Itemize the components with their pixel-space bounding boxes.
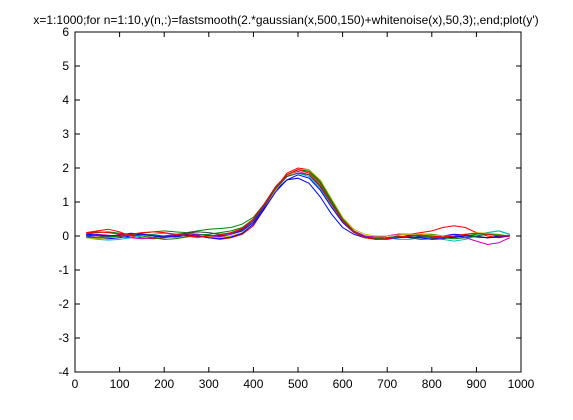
y-tick-label: 3	[62, 127, 69, 141]
x-tick-label: 800	[422, 377, 442, 391]
y-tick-label: 4	[62, 93, 69, 107]
x-tick-label: 300	[199, 377, 219, 391]
x-tick-label: 0	[72, 377, 79, 391]
axis-ticks: 0 100 200 300 400 500 600 700 800 900 1000 -4 -3 -2 -1…	[58, 25, 534, 391]
series-line-10	[86, 169, 510, 240]
x-tick-label: 1000	[508, 377, 535, 391]
axes-box	[74, 31, 522, 373]
x-tick-label: 900	[466, 377, 486, 391]
y-tick-label: 2	[62, 161, 69, 175]
x-tick-label: 100	[110, 377, 130, 391]
x-tick-label: 400	[243, 377, 263, 391]
y-tick-label: -2	[58, 297, 69, 311]
y-tick-label: -4	[58, 365, 69, 379]
y-tick-label: 1	[62, 195, 69, 209]
y-tick-label: -1	[58, 263, 69, 277]
x-tick-label: 500	[288, 377, 308, 391]
y-tick-label: 6	[62, 25, 69, 39]
x-tick-label: 200	[154, 377, 174, 391]
y-tick-label: 0	[62, 229, 69, 243]
series-line-8	[86, 174, 510, 240]
y-tick-label: -3	[58, 331, 69, 345]
x-tick-label: 600	[333, 377, 353, 391]
chart-title: x=1:1000;for n=1:10,y(n,:)=fastsmooth(2.…	[33, 13, 538, 27]
x-tick-label: 700	[377, 377, 397, 391]
plot-area	[86, 167, 511, 246]
y-tick-label: 5	[62, 59, 69, 73]
